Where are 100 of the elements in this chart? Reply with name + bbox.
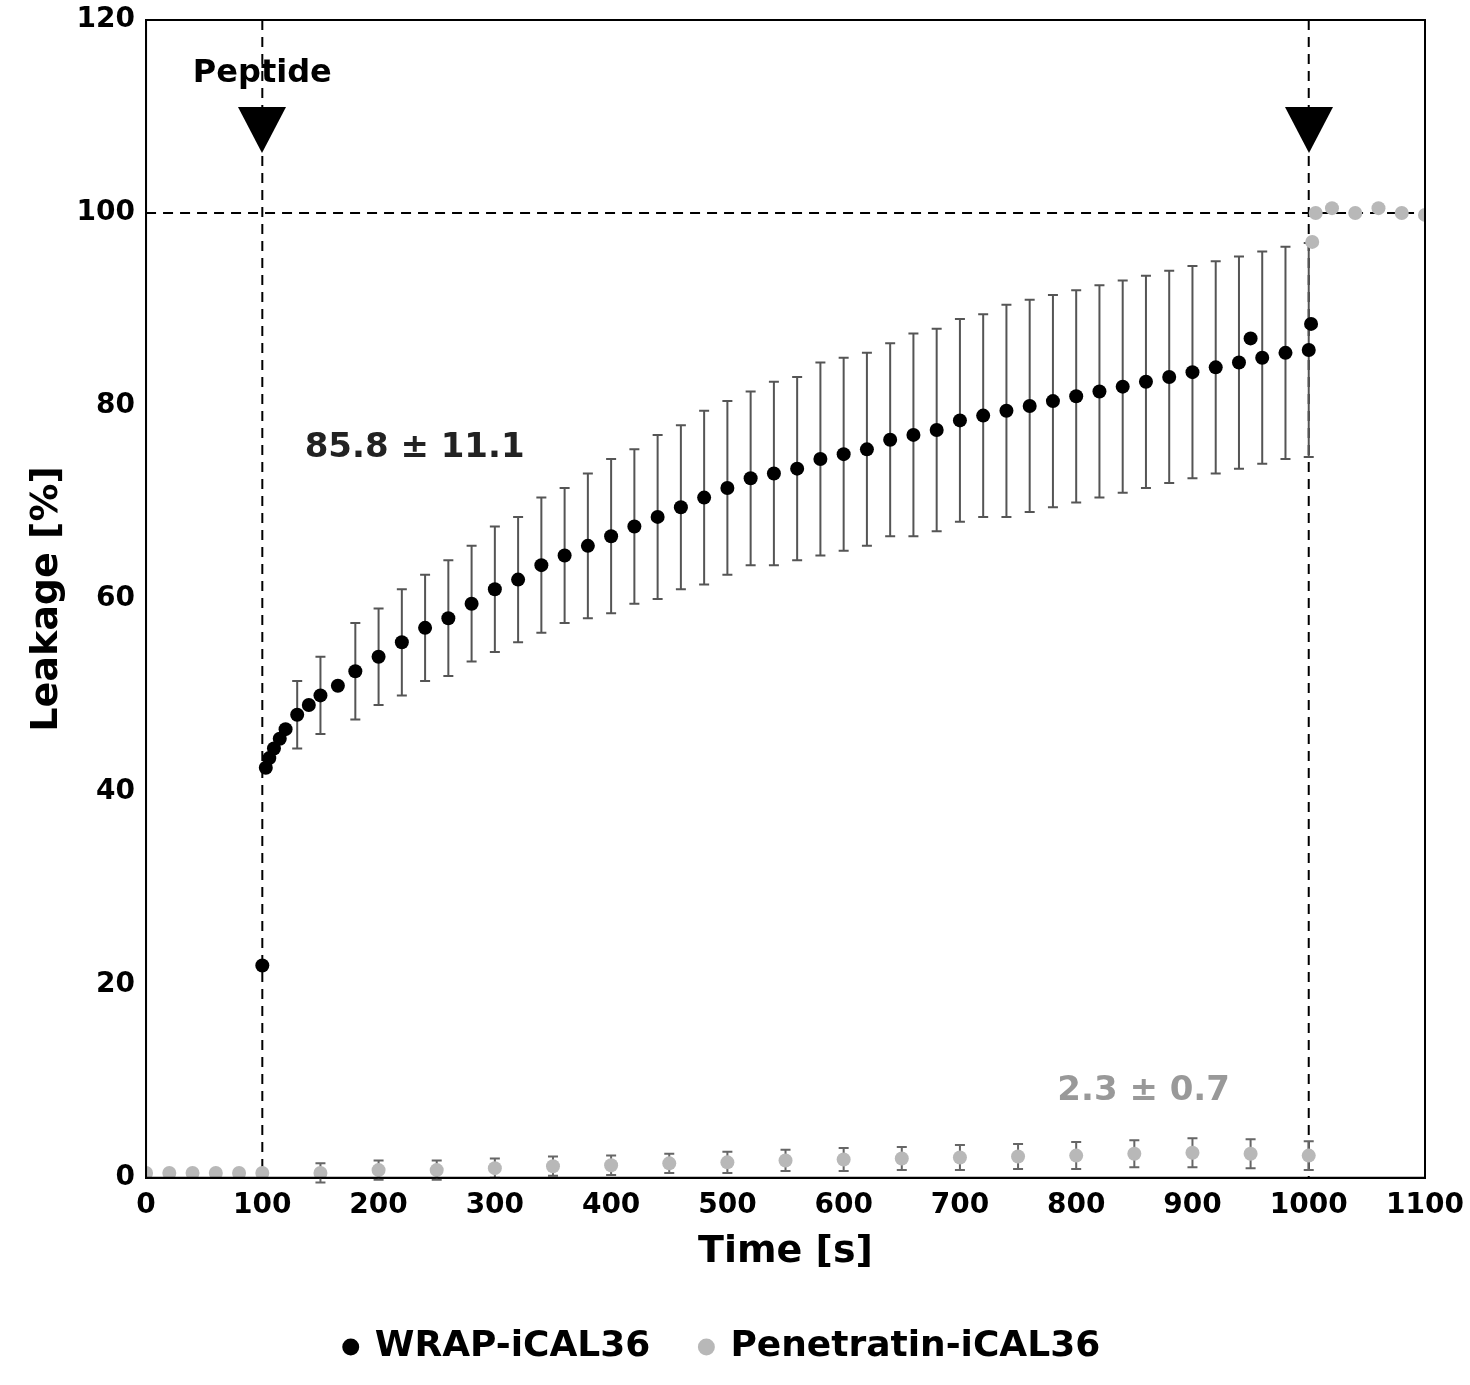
point — [545, 1159, 560, 1174]
point — [1371, 201, 1386, 216]
point — [673, 500, 688, 515]
point — [580, 538, 595, 553]
point — [836, 1152, 851, 1167]
x-tick-label: 600 — [814, 1186, 873, 1220]
point — [1301, 1148, 1316, 1163]
point — [766, 466, 781, 481]
point — [894, 1151, 909, 1166]
point — [720, 480, 735, 495]
point — [976, 408, 991, 423]
point — [627, 519, 642, 534]
x-tick-label: 100 — [233, 1186, 292, 1220]
point — [394, 635, 409, 650]
y-tick-label: 120 — [76, 1, 136, 35]
point — [929, 423, 944, 438]
y-axis-title: Leakage [%] — [21, 466, 66, 732]
point — [272, 731, 287, 746]
point — [1243, 331, 1258, 346]
point — [1011, 1149, 1026, 1164]
point — [1305, 234, 1320, 249]
point — [255, 958, 270, 973]
point — [534, 558, 549, 573]
point — [1231, 355, 1246, 370]
point — [255, 1165, 270, 1178]
point — [650, 509, 665, 524]
point — [1185, 1145, 1200, 1160]
point — [1208, 360, 1223, 375]
x-tick-label: 1100 — [1386, 1186, 1464, 1220]
x-tick-label: 900 — [1163, 1186, 1222, 1220]
point — [1394, 205, 1409, 220]
point — [697, 490, 712, 505]
point — [1278, 345, 1293, 360]
y-tick-label: 80 — [96, 387, 136, 421]
point — [1324, 201, 1339, 216]
point — [371, 1163, 386, 1178]
x-tick-label: 500 — [698, 1186, 757, 1220]
point — [1045, 394, 1060, 409]
point — [313, 688, 328, 703]
point — [790, 461, 805, 476]
point — [1115, 379, 1130, 394]
point — [418, 620, 433, 635]
point — [1138, 374, 1153, 389]
point — [371, 649, 386, 664]
point — [952, 413, 967, 428]
point — [162, 1165, 177, 1178]
point — [604, 1158, 619, 1173]
point — [1243, 1146, 1258, 1161]
point — [330, 678, 345, 693]
point — [662, 1156, 677, 1171]
point — [464, 596, 479, 611]
x-tick-label: 700 — [930, 1186, 990, 1220]
point — [1185, 365, 1200, 380]
point — [301, 698, 316, 713]
point — [557, 548, 572, 563]
point — [836, 447, 851, 462]
point — [1255, 350, 1270, 365]
point — [743, 471, 758, 486]
y-tick-label: 0 — [115, 1159, 136, 1193]
point — [290, 707, 305, 722]
annotation: 85.8 ± 11.1 — [304, 425, 525, 466]
ref-line-label: Peptide — [192, 52, 332, 91]
point — [487, 1161, 502, 1176]
x-tick-label: 800 — [1046, 1186, 1106, 1220]
point — [1069, 1148, 1084, 1163]
point — [487, 582, 502, 597]
y-tick-label: 20 — [96, 966, 136, 1000]
point — [1127, 1146, 1142, 1161]
x-tick-label: 300 — [465, 1186, 525, 1220]
point — [1308, 205, 1323, 220]
point — [906, 427, 921, 442]
point — [1301, 342, 1316, 357]
point — [208, 1165, 223, 1178]
point — [952, 1150, 967, 1165]
point — [232, 1165, 247, 1178]
point — [1162, 369, 1177, 384]
point — [1022, 398, 1037, 413]
point — [883, 432, 898, 447]
point — [813, 452, 828, 466]
point — [185, 1165, 200, 1178]
point — [1348, 205, 1363, 220]
y-tick-label: 40 — [96, 773, 136, 807]
point — [313, 1165, 328, 1178]
point — [999, 403, 1014, 418]
point — [1304, 316, 1319, 331]
point — [859, 442, 874, 457]
y-tick-label: 100 — [76, 194, 136, 228]
x-tick-label: 200 — [349, 1186, 408, 1220]
point — [278, 722, 293, 737]
legend-label: WRAP-iCAL36 — [374, 1323, 651, 1365]
x-tick-label: 400 — [581, 1186, 641, 1220]
annotation: 2.3 ± 0.7 — [1057, 1067, 1230, 1108]
point — [604, 529, 619, 544]
point — [429, 1163, 444, 1178]
point — [511, 572, 526, 587]
x-axis-title: Time [s] — [698, 1227, 873, 1272]
x-tick-label: 1000 — [1269, 1186, 1348, 1220]
y-tick-label: 60 — [96, 580, 136, 614]
point — [720, 1155, 735, 1170]
point — [1092, 384, 1107, 399]
